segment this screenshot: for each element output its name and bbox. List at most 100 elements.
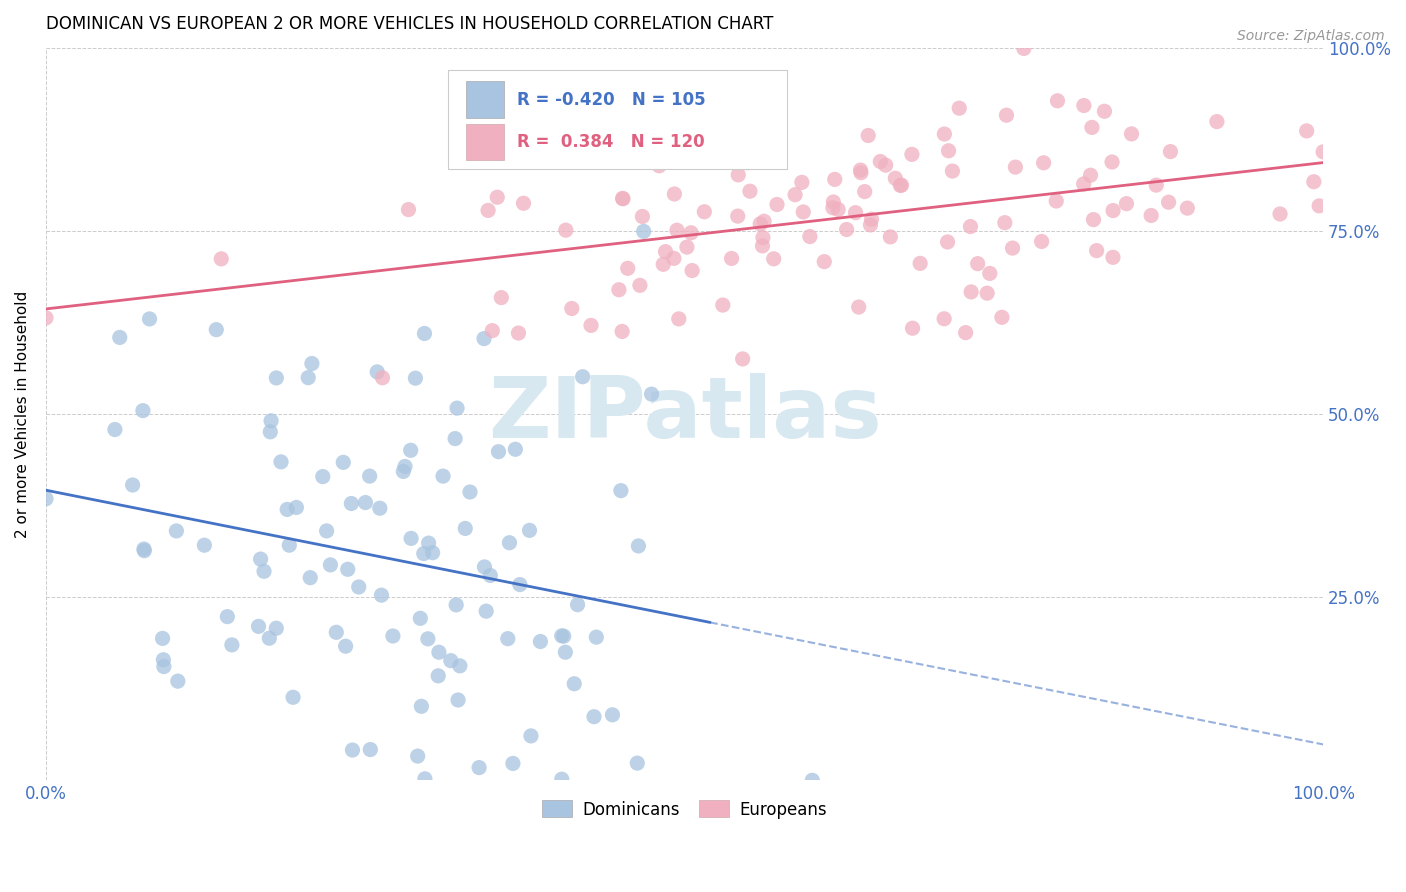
Point <box>152 632 174 646</box>
Point <box>640 387 662 401</box>
Point <box>1312 145 1334 159</box>
Point <box>366 365 388 379</box>
Point <box>610 325 633 339</box>
Point <box>35 491 58 506</box>
Point <box>336 562 359 576</box>
Point <box>285 500 308 515</box>
Point <box>960 285 983 299</box>
Point <box>934 311 956 326</box>
Point <box>416 632 439 646</box>
Point <box>966 257 988 271</box>
Point <box>762 252 785 266</box>
Point <box>221 638 243 652</box>
Point <box>731 351 754 366</box>
Point <box>991 310 1014 325</box>
Point <box>447 693 470 707</box>
Point <box>270 455 292 469</box>
Point <box>813 254 835 268</box>
Point <box>332 455 354 469</box>
Point <box>859 218 882 232</box>
Point <box>633 224 655 238</box>
Point <box>411 699 433 714</box>
Point <box>762 145 785 159</box>
Point <box>749 217 772 231</box>
Point <box>607 283 630 297</box>
Point <box>551 772 574 787</box>
Point <box>440 654 463 668</box>
Point <box>738 184 761 198</box>
Point <box>108 330 131 344</box>
Point <box>519 524 541 538</box>
Point <box>427 669 450 683</box>
Point <box>948 101 970 115</box>
Point <box>474 560 496 574</box>
Point <box>481 324 503 338</box>
Point <box>209 252 232 266</box>
Point <box>1295 124 1317 138</box>
Point <box>479 568 502 582</box>
Point <box>399 532 422 546</box>
Point <box>799 229 821 244</box>
Point <box>582 709 605 723</box>
Point <box>979 266 1001 280</box>
Point <box>152 653 174 667</box>
Point <box>354 495 377 509</box>
Point <box>394 459 416 474</box>
Point <box>955 326 977 340</box>
Point <box>454 521 477 535</box>
Point <box>626 756 648 771</box>
Point <box>554 645 576 659</box>
Point <box>1046 94 1069 108</box>
Point <box>359 742 381 756</box>
Point <box>849 163 872 178</box>
Point <box>359 469 381 483</box>
Point <box>512 196 534 211</box>
Point <box>491 291 513 305</box>
Point <box>472 332 495 346</box>
Point <box>165 524 187 538</box>
Point <box>368 501 391 516</box>
Point <box>959 219 981 234</box>
Point <box>693 204 716 219</box>
Point <box>458 485 481 500</box>
Point <box>1121 127 1143 141</box>
Point <box>299 571 322 585</box>
Point <box>1080 168 1102 182</box>
Point <box>976 286 998 301</box>
Point <box>1083 212 1105 227</box>
Point <box>412 547 434 561</box>
Point <box>664 186 686 201</box>
Point <box>444 432 467 446</box>
Point <box>766 197 789 211</box>
FancyBboxPatch shape <box>467 124 505 161</box>
Point <box>652 257 675 271</box>
FancyBboxPatch shape <box>467 81 505 118</box>
Point <box>371 371 394 385</box>
Point <box>860 212 883 227</box>
Point <box>1073 98 1095 112</box>
Point <box>301 357 323 371</box>
Point <box>1157 195 1180 210</box>
Point <box>315 524 337 538</box>
Point <box>785 187 807 202</box>
Point <box>398 202 420 217</box>
FancyBboxPatch shape <box>449 70 787 169</box>
Point <box>486 190 509 204</box>
Point <box>889 178 911 193</box>
Point <box>901 147 924 161</box>
Point <box>1045 194 1067 208</box>
Point <box>35 310 58 325</box>
Point <box>153 659 176 673</box>
Point <box>602 707 624 722</box>
Point <box>1101 155 1123 169</box>
Point <box>247 619 270 633</box>
Point <box>648 159 671 173</box>
Point <box>205 323 228 337</box>
Point <box>134 543 156 558</box>
Point <box>1159 145 1181 159</box>
Point <box>875 158 897 172</box>
Point <box>399 443 422 458</box>
Point <box>934 127 956 141</box>
Point <box>1140 209 1163 223</box>
Point <box>827 202 849 217</box>
